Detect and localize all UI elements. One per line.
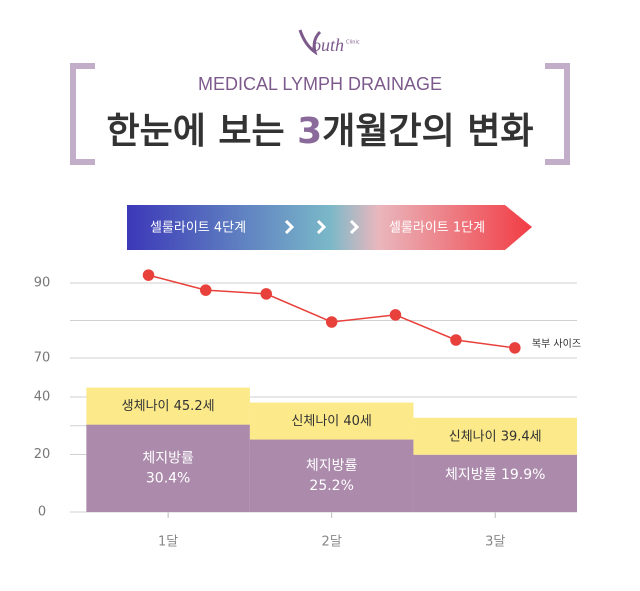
bar <box>86 424 250 512</box>
value-label: 25.2% <box>309 478 353 494</box>
label-box <box>249 402 414 440</box>
value-label: 생체나이 45.2세 <box>122 399 215 414</box>
logo-text: outh <box>312 35 344 55</box>
point <box>142 269 155 281</box>
bar <box>249 439 414 512</box>
value-label: 체지방률 <box>142 450 194 466</box>
banner-start: 셀룰라이트 4단계 <box>150 221 246 236</box>
y-tick-label: 40 <box>34 390 51 405</box>
logo-icon <box>298 29 322 56</box>
point <box>199 284 212 296</box>
point <box>389 309 402 321</box>
bar <box>413 454 577 512</box>
title-part: 개월간의 변화 <box>322 111 533 152</box>
value-label: 30.4% <box>146 470 190 486</box>
logo-sub: Clinic <box>346 40 360 46</box>
title: 한눈에 보는 3개월간의 변화 <box>107 111 534 152</box>
label-box <box>86 387 250 425</box>
y-tick-label: 0 <box>38 505 46 520</box>
value-label: 체지방률 <box>306 458 358 474</box>
label-box <box>413 417 577 455</box>
bracket <box>70 63 95 165</box>
y-tick-label: 70 <box>34 351 51 366</box>
chevrons <box>284 219 360 235</box>
point <box>325 316 338 328</box>
x-tick-label: 3달 <box>485 535 505 550</box>
y-tick-label: 20 <box>34 447 51 462</box>
bracket <box>545 63 570 165</box>
value-label: 체지방률 19.9% <box>445 467 545 483</box>
value-label: 신체나이 40세 <box>291 414 371 429</box>
x-tick-label: 2달 <box>322 535 342 550</box>
title-part: 한눈에 보는 <box>107 111 298 152</box>
banner <box>127 205 532 250</box>
point <box>260 288 273 300</box>
banner-end: 셀룰라이트 1단계 <box>389 221 485 236</box>
x-tick-label: 1달 <box>158 535 178 550</box>
subtitle: MEDICAL LYMPH DRAINAGE <box>198 74 442 94</box>
series-label: 복부 사이즈 <box>532 338 581 350</box>
point <box>509 342 521 354</box>
title-part: 3 <box>297 111 322 152</box>
y-tick-label: 90 <box>34 276 51 291</box>
value-label: 신체나이 39.4세 <box>449 429 542 444</box>
point <box>450 334 462 346</box>
